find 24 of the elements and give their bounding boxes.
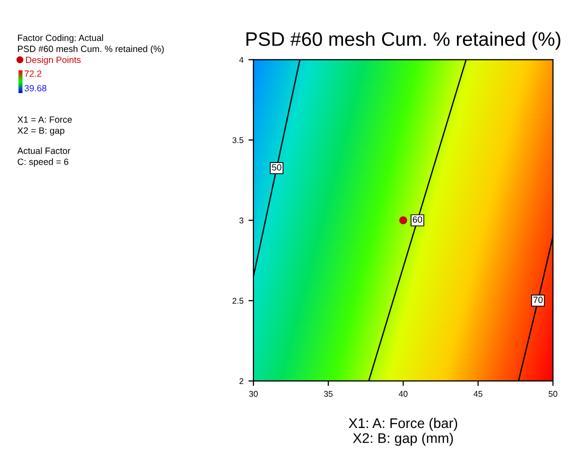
series-label: 70 (533, 296, 543, 304)
series-label: 60 (412, 216, 422, 223)
y-tick-label: 2.5 (232, 298, 244, 304)
y-tick-label: 3.5 (232, 137, 244, 144)
text: 39.68 (24, 85, 46, 92)
text: Actual Factor (17, 147, 70, 154)
series-label: 50 (272, 164, 282, 171)
text: X1 = A: Force (17, 116, 72, 123)
x-tick-label: 30 (249, 390, 258, 397)
text: PSD #60 mesh Cum. % retained (%) (18, 45, 164, 54)
text: 72.2 (24, 70, 42, 77)
x-tick-label: 35 (324, 390, 333, 397)
x-axis-title: X1: A: Force (bar) X2: B: gap (mm) (348, 418, 458, 446)
y-tick-label: 3 (239, 218, 244, 224)
x-tick-label: 40 (398, 390, 408, 397)
text: X2 = B: gap (17, 127, 64, 136)
y-tick-label: 2 (240, 378, 244, 384)
x-tick-label: 50 (548, 390, 558, 397)
chart-title: PSD #60 mesh Cum. % retained (%) (246, 32, 560, 50)
y-tick-label: 4 (239, 56, 244, 63)
legend-label: Design Points (26, 56, 81, 65)
text: C: speed = 6 (18, 158, 68, 167)
x-tick-label: 45 (474, 391, 482, 397)
text: Factor Coding: Actual (18, 34, 103, 43)
